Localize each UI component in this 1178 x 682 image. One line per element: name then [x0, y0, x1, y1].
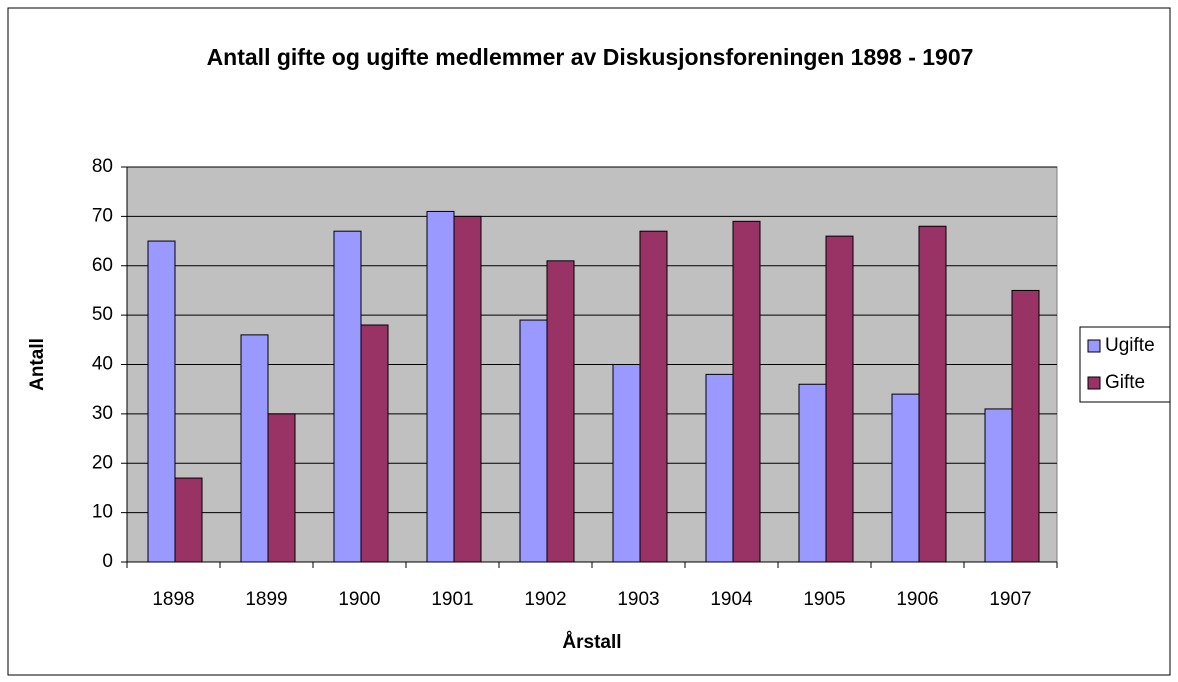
legend-swatch — [1087, 376, 1101, 390]
y-tick-label: 10 — [92, 502, 113, 523]
y-tick-label: 80 — [92, 156, 113, 177]
x-tick-label: 1900 — [338, 589, 380, 610]
y-axis-label: Antall — [27, 338, 48, 391]
bar — [798, 383, 827, 563]
bar — [984, 408, 1013, 563]
legend-label: Gifte — [1105, 372, 1145, 393]
bar — [360, 324, 389, 563]
y-tick-label: 30 — [92, 403, 113, 424]
y-tick-label: 0 — [102, 551, 113, 572]
bar — [546, 260, 575, 563]
bar — [147, 240, 176, 563]
bar — [333, 230, 362, 563]
bar — [453, 215, 482, 563]
x-tick-label: 1902 — [524, 589, 566, 610]
x-tick-label: 1907 — [989, 589, 1031, 610]
legend-label: Ugifte — [1105, 335, 1155, 356]
legend-swatch — [1087, 339, 1101, 353]
x-tick-label: 1901 — [431, 589, 473, 610]
bar — [732, 220, 761, 563]
bar — [825, 235, 854, 563]
x-tick-label: 1906 — [896, 589, 938, 610]
x-tick-label: 1905 — [803, 589, 845, 610]
bar — [639, 230, 668, 563]
y-tick-label: 20 — [92, 452, 113, 473]
bar — [612, 364, 641, 563]
y-tick-label: 50 — [92, 304, 113, 325]
y-tick-label: 60 — [92, 255, 113, 276]
bar — [918, 225, 947, 563]
y-tick-label: 70 — [92, 205, 113, 226]
bar — [240, 334, 269, 563]
x-tick-label: 1904 — [710, 589, 753, 610]
y-tick-label: 40 — [92, 354, 113, 375]
bar — [426, 210, 455, 563]
bar — [267, 413, 296, 563]
x-tick-label: 1903 — [617, 589, 659, 610]
bar — [174, 477, 203, 563]
x-axis-label: Årstall — [562, 632, 621, 653]
bar — [519, 319, 548, 563]
bar — [1011, 289, 1040, 563]
chart-title: Antall gifte og ugifte medlemmer av Disk… — [206, 44, 974, 70]
bar — [891, 393, 920, 563]
x-tick-label: 1899 — [245, 589, 287, 610]
x-tick-label: 1898 — [152, 589, 194, 610]
bar — [705, 373, 734, 563]
